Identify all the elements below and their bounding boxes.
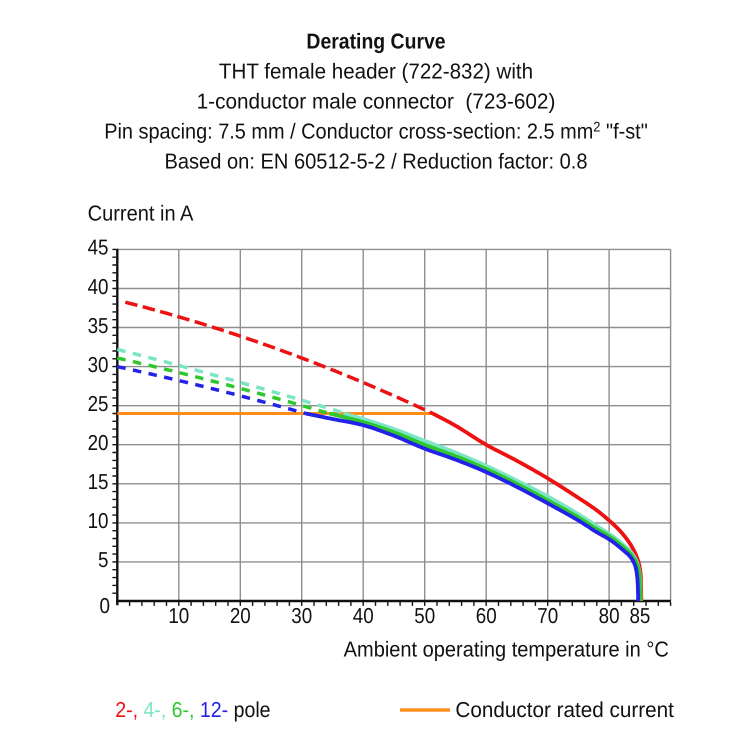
svg-text:2-, 4-, 6-, 12- pole: 2-, 4-, 6-, 12- pole xyxy=(115,697,270,722)
svg-text:45: 45 xyxy=(88,235,109,260)
svg-text:20: 20 xyxy=(88,430,109,455)
svg-text:THT female header (722-832) wi: THT female header (722-832) with xyxy=(219,58,533,83)
svg-text:Current in A: Current in A xyxy=(88,200,194,225)
svg-text:40: 40 xyxy=(353,603,374,628)
svg-text:Conductor rated current: Conductor rated current xyxy=(455,697,673,722)
svg-text:30: 30 xyxy=(291,603,312,628)
svg-text:50: 50 xyxy=(414,603,435,628)
svg-text:60: 60 xyxy=(476,603,497,628)
svg-text:10: 10 xyxy=(168,603,189,628)
svg-text:Pin spacing: 7.5 mm / Conducto: Pin spacing: 7.5 mm / Conductor cross-se… xyxy=(104,118,648,143)
svg-text:80: 80 xyxy=(599,603,620,628)
svg-text:30: 30 xyxy=(88,352,109,377)
svg-text:85: 85 xyxy=(629,603,650,628)
svg-text:70: 70 xyxy=(537,603,558,628)
svg-text:40: 40 xyxy=(88,274,109,299)
svg-text:15: 15 xyxy=(88,469,109,494)
svg-text:1-conductor male connector (7: 1-conductor male connector (723-602) xyxy=(197,88,556,113)
svg-text:10: 10 xyxy=(88,508,109,533)
svg-text:Ambient operating temperature: Ambient operating temperature in °C xyxy=(344,637,669,662)
svg-text:35: 35 xyxy=(88,313,109,338)
svg-text:0: 0 xyxy=(100,593,110,618)
svg-text:5: 5 xyxy=(98,547,108,572)
svg-text:20: 20 xyxy=(230,603,251,628)
svg-text:Based on: EN 60512-5-2 / Reduc: Based on: EN 60512-5-2 / Reduction facto… xyxy=(164,149,587,174)
svg-text:25: 25 xyxy=(88,391,109,416)
svg-text:Derating Curve: Derating Curve xyxy=(306,28,445,53)
